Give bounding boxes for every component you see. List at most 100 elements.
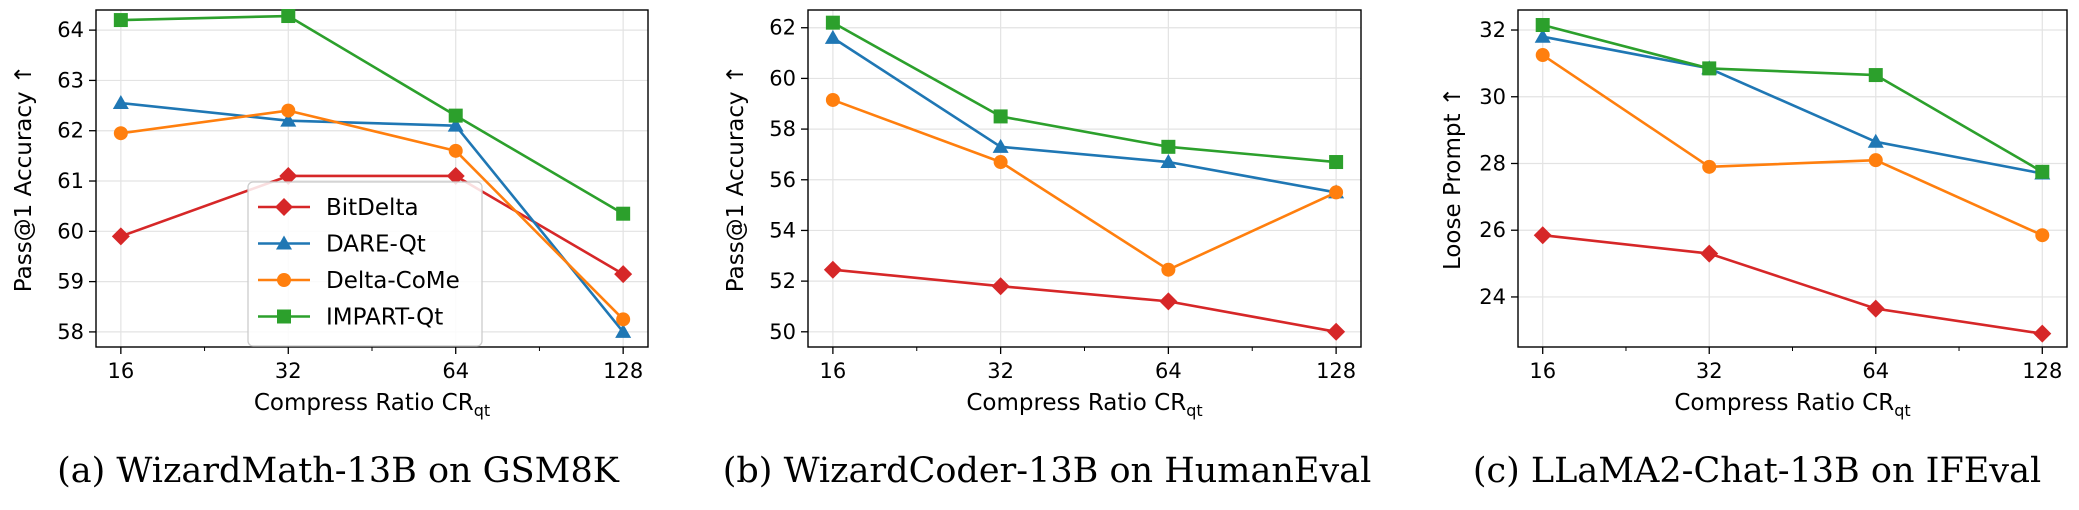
series-line-impart-qt bbox=[1542, 23, 2043, 173]
data-point-dare-qt bbox=[1534, 28, 1551, 43]
y-tick-label: 56 bbox=[769, 168, 796, 192]
x-tick-label: 16 bbox=[1529, 359, 1556, 383]
series-line-bitdelta bbox=[120, 174, 624, 276]
y-tick-label: 58 bbox=[57, 320, 84, 344]
data-point-delta-come bbox=[616, 312, 631, 327]
data-point-dare-qt bbox=[112, 95, 129, 110]
y-tick-label: 59 bbox=[57, 270, 84, 294]
legend-box bbox=[247, 181, 483, 347]
legend-marker-dare-qt bbox=[276, 235, 292, 250]
chart-panel-1: 58 59 60 61 62 63 64 16 32 64 128 Compress Ratio CR… bbox=[11, 9, 649, 491]
data-point-impart-qt bbox=[281, 9, 296, 24]
data-point-impart-qt bbox=[993, 109, 1008, 124]
series-line-delta-come bbox=[832, 98, 1337, 272]
data-point-impart-qt bbox=[1161, 139, 1176, 154]
x-tick-label: 32 bbox=[1696, 359, 1723, 383]
legend-marker-bitdelta bbox=[275, 198, 293, 216]
y-tick-label: 28 bbox=[1479, 151, 1506, 175]
data-point-delta-come bbox=[113, 126, 128, 141]
y-tick-label: 32 bbox=[1479, 18, 1506, 42]
series-line-bitdelta bbox=[832, 268, 1337, 334]
chart-panel-2: 50 52 54 56 58 60 62 16 32 64 128 Compress Ratio CR… bbox=[723, 9, 1372, 491]
x-tick-label: 64 bbox=[1862, 359, 1889, 383]
x-tick-label: 16 bbox=[820, 359, 847, 383]
legend-label-bitdelta: BitDelta bbox=[326, 195, 419, 221]
y-tick-label: 26 bbox=[1479, 218, 1506, 242]
chart-panel-3: 24 26 28 30 32 16 32 64 128 Compress Ratio CRqt Lo… bbox=[1440, 9, 2068, 491]
y-tick-label: 58 bbox=[769, 117, 796, 141]
x-tick-label: 64 bbox=[1155, 359, 1182, 383]
x-axis-label: Compress Ratio CRqt bbox=[966, 390, 1202, 420]
data-point-delta-come bbox=[825, 92, 840, 107]
data-point-bitdelta bbox=[823, 260, 842, 279]
x-tick-label: 128 bbox=[2022, 359, 2062, 383]
series-line-delta-come bbox=[1541, 53, 2043, 237]
data-point-dare-qt bbox=[1867, 133, 1884, 148]
panel-caption: (c) LLaMA2-Chat-13B on IFEval bbox=[1473, 451, 2041, 491]
legend-marker-delta-come bbox=[277, 273, 291, 287]
data-point-delta-come bbox=[1329, 185, 1344, 200]
x-tick-label: 32 bbox=[275, 359, 302, 383]
y-tick-label: 64 bbox=[57, 18, 84, 42]
data-point-impart-qt bbox=[2035, 164, 2050, 179]
data-point-impart-qt bbox=[113, 13, 128, 28]
x-axis-label: Compress Ratio CRqt bbox=[1674, 390, 1910, 420]
series-line-impart-qt bbox=[832, 21, 1337, 164]
x-tick-label: 128 bbox=[603, 359, 643, 383]
series-line-impart-qt bbox=[120, 14, 624, 215]
data-point-delta-come bbox=[993, 155, 1008, 170]
data-point-bitdelta bbox=[1159, 292, 1178, 311]
data-point-impart-qt bbox=[1702, 61, 1717, 76]
y-tick-label: 30 bbox=[1479, 85, 1506, 109]
panel-caption: (a) WizardMath-13B on GSM8K bbox=[57, 451, 620, 491]
legend-label-delta-come: Delta-CoMe bbox=[326, 268, 460, 294]
x-tick-label: 32 bbox=[987, 359, 1014, 383]
y-tick-label: 50 bbox=[769, 320, 796, 344]
legend-marker-impart-qt bbox=[277, 309, 291, 324]
series-line-dare-qt bbox=[1542, 35, 2043, 175]
data-point-bitdelta bbox=[1327, 322, 1346, 341]
data-point-dare-qt bbox=[992, 138, 1009, 153]
y-tick-label: 62 bbox=[57, 119, 84, 143]
data-point-dare-qt bbox=[615, 323, 632, 338]
data-point-impart-qt bbox=[616, 206, 631, 221]
data-point-bitdelta bbox=[1533, 226, 1552, 245]
data-point-delta-come bbox=[1161, 262, 1176, 277]
data-point-bitdelta bbox=[2033, 324, 2052, 343]
y-tick-label: 62 bbox=[769, 16, 796, 40]
y-tick-label: 60 bbox=[57, 219, 84, 243]
y-tick-label: 63 bbox=[57, 68, 84, 92]
x-axis-label: Compress Ratio CRqt bbox=[254, 390, 490, 420]
y-tick-label: 60 bbox=[769, 66, 796, 90]
plot-frame bbox=[807, 9, 1362, 348]
y-tick-label: 54 bbox=[769, 218, 796, 242]
data-point-delta-come bbox=[1535, 48, 1550, 63]
data-point-delta-come bbox=[2035, 228, 2050, 243]
data-point-impart-qt bbox=[448, 108, 463, 123]
data-point-impart-qt bbox=[825, 15, 840, 30]
x-tick-label: 64 bbox=[442, 359, 469, 383]
legend-label-dare-qt: DARE-Qt bbox=[326, 232, 426, 258]
data-point-dare-qt bbox=[824, 29, 841, 44]
legend: BitDelta DARE-Qt Delta-CoMe IMPART-Qt bbox=[247, 181, 483, 347]
data-point-delta-come bbox=[281, 103, 296, 118]
data-point-impart-qt bbox=[1535, 18, 1550, 33]
data-point-dare-qt bbox=[447, 117, 464, 132]
series-line-dare-qt bbox=[832, 36, 1337, 194]
x-tick-label: 16 bbox=[107, 359, 134, 383]
data-point-delta-come bbox=[1702, 159, 1717, 174]
legend-label-impart-qt: IMPART-Qt bbox=[326, 305, 443, 331]
data-point-delta-come bbox=[448, 143, 463, 158]
data-point-bitdelta bbox=[446, 166, 465, 185]
y-tick-label: 24 bbox=[1479, 285, 1506, 309]
series-line-bitdelta bbox=[1542, 233, 2043, 335]
y-axis-label: Pass@1 Accuracy ↑ bbox=[11, 65, 37, 292]
series-line-delta-come bbox=[120, 109, 625, 321]
panel-caption: (b) WizardCoder-13B on HumanEval bbox=[723, 451, 1372, 491]
y-axis-label: Pass@1 Accuracy ↑ bbox=[723, 65, 749, 292]
data-point-dare-qt bbox=[280, 112, 297, 127]
data-point-bitdelta bbox=[614, 265, 633, 284]
y-axis-label: Loose Prompt ↑ bbox=[1440, 87, 1466, 270]
x-tick-label: 128 bbox=[1316, 359, 1356, 383]
